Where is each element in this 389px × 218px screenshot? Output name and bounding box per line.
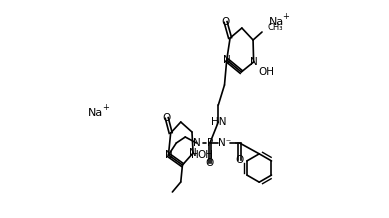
Text: O: O — [206, 158, 214, 168]
Text: N: N — [189, 148, 197, 158]
Text: O: O — [221, 17, 230, 27]
Text: CH₃: CH₃ — [267, 24, 282, 32]
Text: N: N — [193, 138, 200, 148]
Text: +: + — [102, 103, 109, 112]
Text: OH: OH — [258, 67, 274, 77]
Text: P: P — [207, 138, 213, 148]
Text: HN: HN — [210, 117, 226, 127]
Text: O: O — [235, 155, 244, 165]
Text: N: N — [250, 57, 258, 67]
Text: +: + — [282, 12, 289, 21]
Text: H: H — [191, 150, 199, 160]
Text: N: N — [223, 55, 231, 65]
Text: O: O — [163, 113, 171, 123]
Text: N⁻: N⁻ — [218, 138, 231, 148]
Text: Na: Na — [88, 108, 103, 118]
Text: OH: OH — [198, 150, 214, 160]
Text: N: N — [165, 150, 172, 160]
Text: Na: Na — [268, 17, 284, 27]
